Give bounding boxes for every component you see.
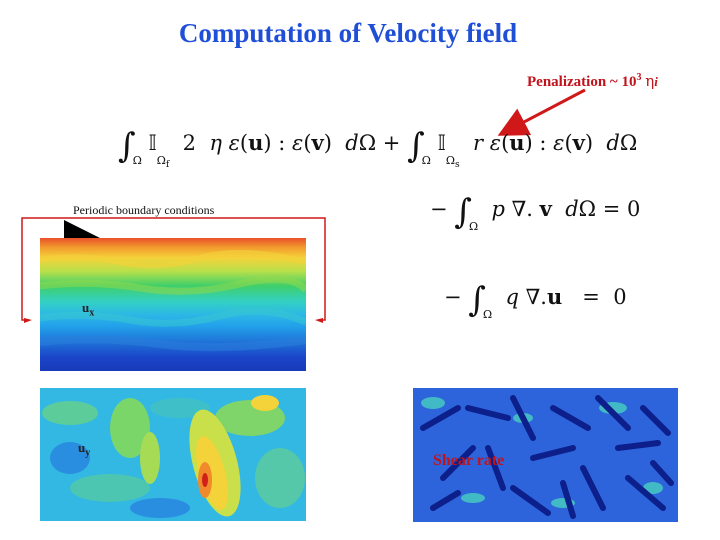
penalization-subscript: i [654, 74, 658, 89]
equation-1: ∫Ω 𝕀Ωf 2 η ε(u) : ε(v) dΩ + ∫Ω 𝕀Ωs r ε(u… [118, 126, 638, 171]
equation-2: − ∫Ω p ∇. v dΩ = 0 [430, 192, 641, 233]
ux-label: ux [82, 300, 95, 319]
penalization-eta: η [645, 72, 655, 90]
shear-rate-label: Shear rate [433, 452, 505, 469]
uy-label: uy [78, 440, 91, 459]
uy-field-image: uy [40, 388, 306, 521]
penalization-exponent: 3 [636, 72, 642, 83]
ux-field-image: ux [40, 238, 306, 371]
equation-3: − ∫Ω q ∇.u = 0 [444, 280, 627, 321]
penalization-note: Penalization ~ 103 ηi [527, 72, 658, 91]
periodic-bc-label: Periodic boundary conditions [73, 203, 215, 217]
penalization-label: Penalization ~ 10 [527, 74, 637, 90]
shear-rate-image: Shear rate [413, 388, 678, 522]
slide-title: Computation of Velocity field [178, 18, 518, 48]
